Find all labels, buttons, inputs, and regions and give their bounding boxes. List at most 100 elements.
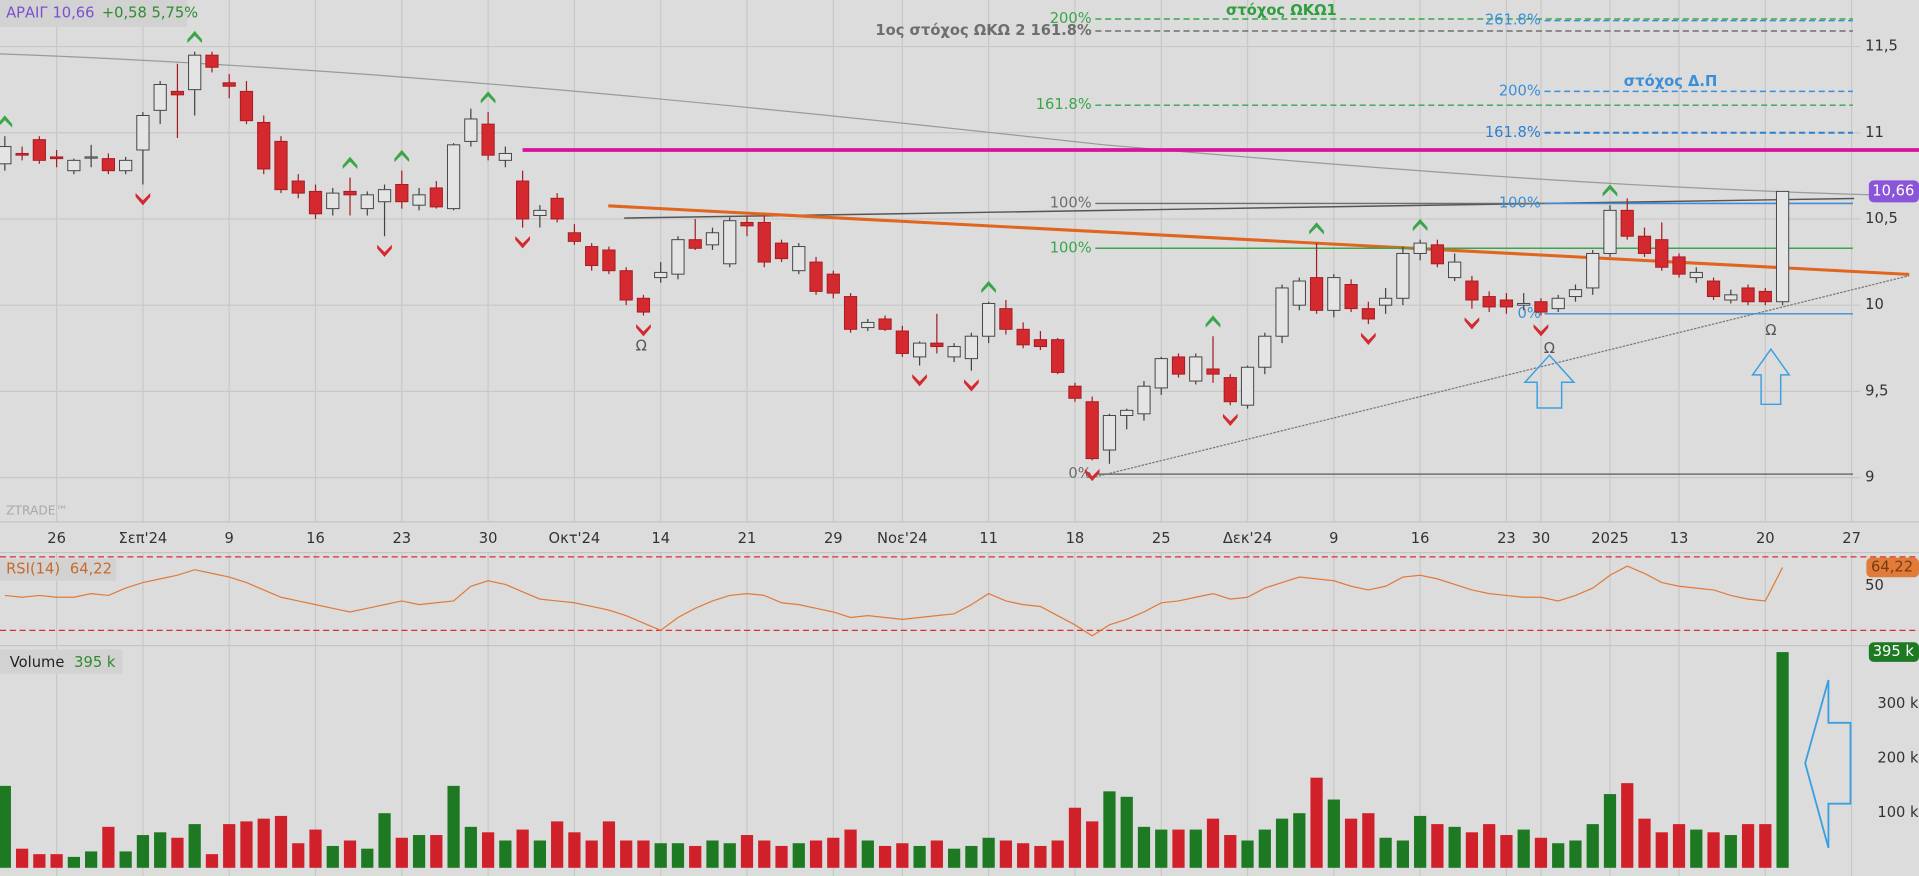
volume-bar (395, 837, 408, 868)
x-tick-label: Νοε'24 (877, 530, 928, 547)
volume-bar (430, 835, 443, 868)
volume-bar (1414, 815, 1427, 868)
candle-body (895, 330, 909, 354)
volume-bar (1603, 794, 1617, 868)
candle-body (84, 156, 98, 159)
volume-bar (1344, 818, 1358, 868)
candle-body (619, 270, 633, 301)
volume-bar (1034, 845, 1047, 868)
volume-bar (257, 818, 270, 868)
candle-body (429, 187, 443, 208)
volume-bar (516, 829, 529, 868)
x-tick-label: 2025 (1591, 530, 1628, 547)
volume-bar (1707, 832, 1720, 868)
candle-body (912, 342, 927, 358)
volume-bar (1759, 824, 1772, 868)
signal-up (0, 115, 13, 128)
legend: RSI(14) 64,22 (6, 561, 112, 578)
legend-name: Volume (10, 654, 65, 671)
candle-body (1706, 280, 1721, 298)
volume-bar (464, 826, 477, 868)
volume-bar (361, 848, 374, 868)
volume-bar (1275, 818, 1289, 868)
volume-bar (1741, 824, 1755, 868)
candle-body (1551, 297, 1565, 310)
volume-bar (1206, 818, 1220, 868)
candle-body (1379, 297, 1393, 306)
volume-bar (1224, 835, 1237, 868)
volume-bar (1724, 835, 1737, 868)
volume-bar (1534, 837, 1548, 868)
candle-body (1672, 256, 1686, 275)
omega-mark: Ω (1544, 340, 1555, 357)
volume-bar (1155, 829, 1168, 868)
candle-body (1758, 290, 1772, 303)
candle-body (757, 221, 771, 263)
candle-body (1586, 252, 1600, 289)
signal-down (964, 379, 979, 392)
volume-tag-label: 395 k (1873, 643, 1915, 660)
volume-bar (1776, 652, 1789, 868)
x-tick-label: 18 (1066, 530, 1085, 547)
volume-bar (1258, 829, 1271, 868)
legend-box (0, 558, 117, 581)
volume-bar (1241, 840, 1254, 868)
legend-box (0, 649, 123, 674)
candle-body (326, 192, 340, 210)
x-tick-label: 16 (1411, 530, 1430, 547)
volume-bar (343, 840, 357, 868)
candle-body (1724, 294, 1738, 301)
candle-body (464, 118, 478, 142)
candle-body (843, 296, 858, 330)
y-tick-label: 100 k (1877, 804, 1919, 821)
volume-bar (1621, 783, 1634, 868)
volume-bar (447, 785, 460, 868)
signal-down (1533, 324, 1549, 337)
volume-bar (67, 856, 80, 868)
volume-bar (999, 840, 1013, 868)
volume-bar (1672, 824, 1686, 868)
grid-layer (0, 0, 1861, 876)
volume-bar (930, 840, 943, 868)
volume-bar (671, 843, 685, 868)
level-label: 161.8% (1036, 96, 1092, 113)
signal-up (394, 149, 410, 163)
volume-bar (1517, 829, 1530, 868)
signal-down (1464, 317, 1480, 330)
candle-body (1033, 339, 1048, 348)
x-tick-label: 9 (1329, 530, 1338, 547)
candle-body (585, 246, 599, 267)
candle-body (101, 158, 115, 172)
y-tick-label: 200 k (1877, 750, 1919, 767)
candle-body (1396, 252, 1410, 299)
signal-up (1205, 315, 1221, 328)
signal-up (1412, 218, 1428, 232)
candle-body (1534, 301, 1548, 313)
candle-body (1620, 209, 1634, 237)
volume-bar (1068, 807, 1082, 868)
volume-bar (1431, 824, 1444, 868)
volume-tag (1868, 642, 1919, 662)
x-tick-label: 23 (392, 530, 411, 547)
annotation: στόχος Δ.Π (1624, 73, 1717, 90)
signal-up (342, 156, 358, 170)
volume-bar (481, 832, 495, 868)
level-label: 100% (1050, 194, 1092, 211)
volume-bar (1172, 829, 1185, 868)
volume-bar (913, 845, 926, 868)
candle-body (446, 144, 461, 210)
candle-body (32, 139, 46, 161)
candle-body (774, 242, 789, 260)
volume-bar (292, 843, 305, 868)
candle-body (1482, 296, 1496, 308)
volume-bar (585, 840, 598, 868)
signal-up (981, 280, 996, 294)
x-tick-label: 16 (306, 530, 325, 547)
signal-down (515, 236, 530, 249)
x-tick-label: 23 (1497, 530, 1516, 547)
candle-body (947, 346, 961, 358)
candle-body (377, 189, 392, 203)
header-box (0, 0, 188, 27)
omega-mark: Ω (636, 338, 647, 355)
candle-body (878, 318, 892, 330)
